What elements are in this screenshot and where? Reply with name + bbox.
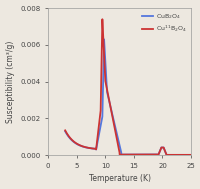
CuB$_2$O$_4$: [187, 154, 189, 156]
Line: Cu$^{11}$B$_2$O$_4$: Cu$^{11}$B$_2$O$_4$: [65, 19, 190, 155]
Cu$^{11}$B$_2$O$_4$: [187, 154, 189, 156]
Cu$^{11}$B$_2$O$_4$: [101, 18, 103, 20]
CuB$_2$O$_4$: [164, 154, 167, 156]
Legend: CuB$_2$O$_4$, Cu$^{11}$B$_2$O$_4$: CuB$_2$O$_4$, Cu$^{11}$B$_2$O$_4$: [140, 11, 187, 35]
CuB$_2$O$_4$: [112, 118, 114, 121]
Line: CuB$_2$O$_4$: CuB$_2$O$_4$: [65, 39, 190, 155]
CuB$_2$O$_4$: [173, 154, 175, 156]
Cu$^{11}$B$_2$O$_4$: [112, 121, 114, 123]
Cu$^{11}$B$_2$O$_4$: [189, 154, 191, 156]
CuB$_2$O$_4$: [117, 142, 120, 144]
Cu$^{11}$B$_2$O$_4$: [117, 148, 120, 151]
CuB$_2$O$_4$: [189, 154, 191, 156]
Cu$^{11}$B$_2$O$_4$: [164, 154, 167, 156]
CuB$_2$O$_4$: [85, 146, 88, 149]
CuB$_2$O$_4$: [78, 144, 80, 146]
CuB$_2$O$_4$: [64, 130, 66, 132]
CuB$_2$O$_4$: [102, 38, 105, 40]
Cu$^{11}$B$_2$O$_4$: [85, 146, 88, 149]
Y-axis label: Susceptibility (cm³/g): Susceptibility (cm³/g): [6, 40, 14, 123]
Cu$^{11}$B$_2$O$_4$: [173, 154, 175, 156]
Cu$^{11}$B$_2$O$_4$: [64, 129, 66, 132]
Cu$^{11}$B$_2$O$_4$: [78, 144, 80, 146]
X-axis label: Temperature (K): Temperature (K): [88, 174, 150, 184]
